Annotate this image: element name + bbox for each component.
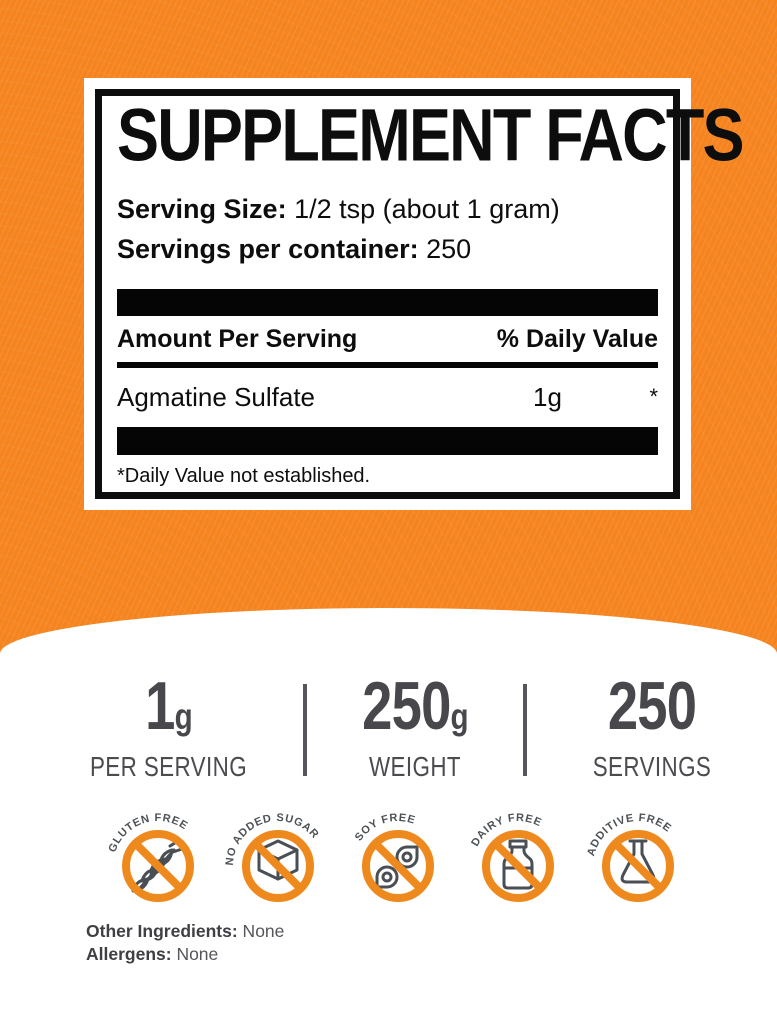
no-added-sugar-badge: NO ADDED SUGAR — [224, 812, 320, 902]
facts-table-header: Amount Per Serving % Daily Value — [117, 324, 658, 354]
ingredient-daily-value: * — [649, 384, 658, 409]
stat-number: 250 — [607, 668, 697, 744]
other-ingredients-label: Other Ingredients: — [86, 921, 238, 941]
prohibition-slash — [491, 839, 545, 893]
prohibition-ring — [482, 830, 554, 902]
stat-servings: 250 SERVINGS — [527, 672, 777, 782]
divider-bar-thick — [117, 427, 658, 455]
weight-value: 250g — [329, 672, 502, 747]
per-serving-label: PER SERVING — [89, 751, 248, 782]
gluten-free-badge: GLUTEN FREE — [106, 812, 194, 902]
per-serving-value: 1g — [61, 672, 276, 747]
stat-unit: g — [450, 696, 469, 737]
white-dome-background — [0, 608, 777, 1024]
prohibition-slash — [371, 839, 425, 893]
servings-per-container-label: Servings per container: — [117, 234, 419, 264]
prohibition-ring — [362, 830, 434, 902]
daily-value-header: % Daily Value — [496, 325, 658, 353]
dairy-free-arc-label: DAIRY FREE — [469, 812, 544, 849]
allergens-line: Allergens: None — [86, 943, 284, 966]
ingredient-name: Agmatine Sulfate — [117, 382, 316, 412]
serving-size-value: 1/2 tsp (about 1 gram) — [286, 194, 560, 224]
servings-value: 250 — [552, 672, 752, 747]
stats-divider — [523, 684, 527, 776]
divider-bar-thin — [117, 362, 658, 368]
other-ingredients-value: None — [237, 921, 285, 941]
free-from-badges-row: GLUTEN FREE NO ADDED SUGAR — [98, 800, 698, 912]
servings-per-container-line: Servings per container: 250 — [117, 233, 658, 265]
ingredients-block: Other Ingredients: None Allergens: None — [86, 920, 284, 966]
prohibition-slash — [131, 839, 185, 893]
daily-value-footnote: *Daily Value not established. — [117, 465, 371, 487]
prohibition-ring — [242, 830, 314, 902]
supplement-facts-border: SUPPLEMENT FACTS Serving Size: 1/2 tsp (… — [95, 89, 745, 499]
stat-number: 250 — [362, 668, 451, 744]
dairy-free-badge: DAIRY FREE — [469, 812, 554, 902]
stats-divider — [303, 684, 307, 776]
table-row: Agmatine Sulfate 1g * — [117, 382, 658, 412]
prohibition-ring — [602, 830, 674, 902]
other-ingredients-line: Other Ingredients: None — [86, 920, 284, 943]
allergens-label: Allergens: — [86, 944, 172, 964]
stat-unit: g — [174, 696, 193, 737]
amount-per-serving-header: Amount Per Serving — [117, 325, 358, 353]
stat-number: 1 — [145, 668, 175, 744]
sugar-cube-icon — [257, 839, 299, 881]
supplement-facts-title: SUPPLEMENT FACTS — [117, 93, 745, 177]
prohibition-slash — [611, 839, 665, 893]
additive-free-badge: ADDITIVE FREE — [585, 812, 674, 902]
soy-free-badge: SOY FREE — [353, 812, 434, 902]
prohibition-ring — [122, 830, 194, 902]
stat-per-serving: 1g PER SERVING — [0, 672, 303, 782]
serving-size-label: Serving Size: — [117, 194, 287, 224]
weight-label: WEIGHT — [369, 751, 461, 782]
supplement-facts-panel: SUPPLEMENT FACTS Serving Size: 1/2 tsp (… — [84, 78, 745, 510]
servings-label: SERVINGS — [592, 751, 712, 782]
servings-per-container-value: 250 — [418, 234, 472, 264]
allergens-value: None — [171, 944, 219, 964]
stats-row: 1g PER SERVING 250g WEIGHT 250 SERVINGS — [0, 672, 777, 782]
divider-bar-thick — [117, 289, 658, 316]
stat-weight: 250g WEIGHT — [307, 672, 523, 782]
serving-size-line: Serving Size: 1/2 tsp (about 1 gram) — [117, 193, 658, 225]
prohibition-slash — [251, 839, 305, 893]
ingredient-amount: 1g — [533, 382, 562, 412]
